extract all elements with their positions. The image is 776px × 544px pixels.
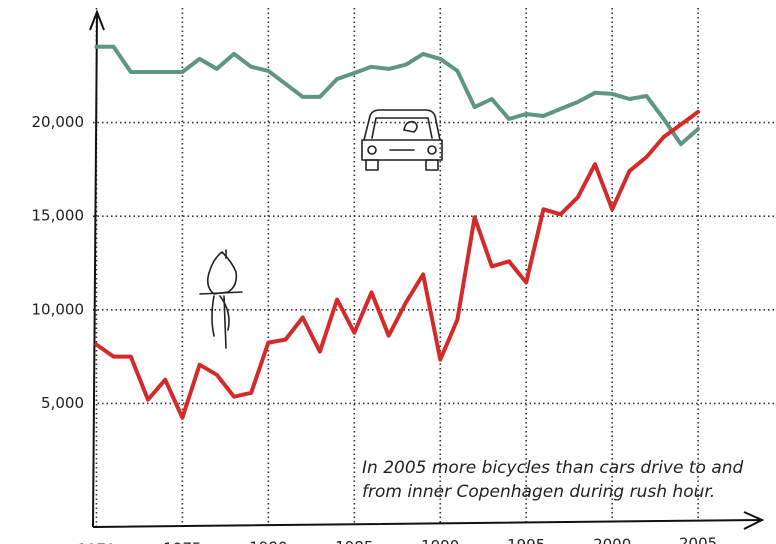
x-tick-label: 2000: [593, 535, 631, 544]
x-tick-label: 1970: [77, 540, 115, 544]
x-tick-label: 1975: [163, 540, 201, 544]
x-tick-label: 1995: [507, 536, 545, 544]
y-tick-label: 5,000: [41, 394, 84, 412]
x-tick-label: 1985: [335, 538, 373, 544]
chart: In 2005 more bicycles than cars drive to…: [0, 0, 776, 544]
bicycle-icon: [200, 250, 242, 348]
annotation: In 2005 more bicycles than cars drive to…: [362, 458, 744, 478]
x-tick-label: 1980: [249, 539, 287, 544]
y-tick-label: 20,000: [32, 113, 85, 131]
grid: [93, 8, 776, 527]
x-tick-label: 1990: [421, 537, 459, 544]
y-tick-label: 10,000: [32, 300, 85, 318]
data-line: [96, 47, 698, 144]
x-tick-label: 2005: [679, 534, 717, 544]
data-line: [96, 112, 698, 418]
y-tick-label: 15,000: [32, 207, 85, 225]
page: {"chart_data": { "type": "line", "x": [1…: [0, 0, 776, 544]
annotation: from inner Copenhagen during rush hour.: [362, 482, 715, 502]
car-icon: [362, 110, 442, 170]
x-axis: [93, 512, 762, 529]
